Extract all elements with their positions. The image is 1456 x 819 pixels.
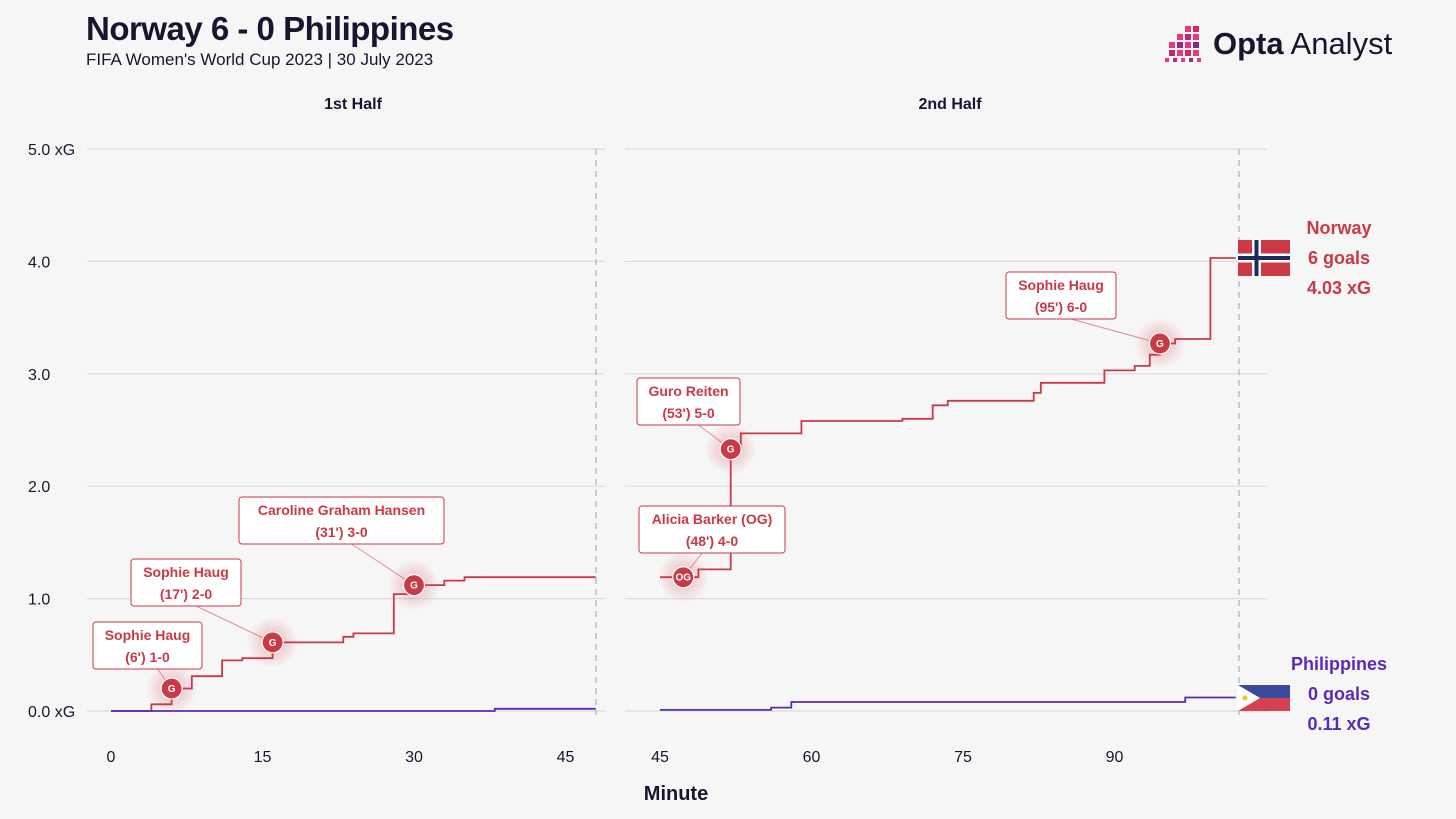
goal-marker	[1148, 332, 1172, 355]
chart-title: Norway 6 - 0 Philippines	[86, 10, 454, 47]
logo-wordmark: Opta Analyst	[1213, 26, 1393, 61]
goal-annotation-text: (48') 4-0	[686, 533, 739, 549]
panel-title-2: 2nd Half	[918, 96, 982, 113]
chart-subtitle: FIFA Women's World Cup 2023 | 30 July 20…	[86, 50, 434, 69]
goal-annotation-text: Sophie Haug	[143, 564, 229, 580]
goal-annotation-text: Sophie Haug	[105, 627, 191, 643]
x-tick-label: 30	[405, 749, 423, 766]
y-tick-label: 0.0 xG	[28, 704, 75, 721]
x-tick-label: 0	[107, 749, 116, 766]
goal-annotation-text: Sophie Haug	[1018, 277, 1104, 293]
y-tick-label: 5.0 xG	[28, 142, 75, 159]
goal-annotation-text: Alicia Barker (OG)	[652, 511, 773, 527]
legend-norway-xg-text: 4.03 xG	[1307, 278, 1371, 298]
philippines-flag	[1238, 685, 1290, 711]
x-tick-label: 60	[803, 749, 821, 766]
goal-annotation-text: (6') 1-0	[125, 649, 170, 665]
goal-annotation-text: Caroline Graham Hansen	[258, 502, 425, 518]
philippines-xg-line	[111, 707, 596, 712]
goal-annotation-text: (95') 6-0	[1035, 299, 1088, 315]
goal-annotation-box	[92, 621, 203, 670]
opta-logo-icon	[1165, 26, 1201, 62]
goal-annotation-text: Guro Reiten	[648, 383, 728, 399]
legend-philippines-team: Philippines	[1291, 654, 1387, 674]
y-tick-label: 4.0	[28, 254, 50, 271]
x-tick-label: 15	[254, 749, 272, 766]
goal-annotation-box	[130, 558, 242, 607]
legend-philippines-goals-text: 0 goals	[1308, 684, 1370, 704]
panel-title-1: 1st Half	[324, 96, 382, 113]
goal-annotation-box	[1005, 271, 1117, 320]
goal-marker	[672, 566, 695, 589]
goal-annotation-box	[638, 505, 786, 554]
x-tick-label: 90	[1106, 749, 1124, 766]
goal-marker-label: G	[1156, 339, 1164, 350]
y-tick-label: 3.0	[28, 367, 50, 384]
y-tick-label: 2.0	[28, 479, 50, 496]
goal-marker	[261, 631, 284, 654]
goal-annotation-box	[636, 377, 741, 426]
goal-marker-label: OG	[675, 573, 691, 584]
goal-marker	[719, 438, 742, 461]
goal-annotation-text: (17') 2-0	[160, 586, 213, 602]
legend-norway-team: Norway	[1306, 218, 1371, 238]
goal-annotation-text: (31') 3-0	[315, 524, 368, 540]
goal-annotation-text: (53') 5-0	[662, 405, 715, 421]
goal-annotation-box	[238, 496, 445, 545]
norway-flag	[1238, 240, 1290, 276]
goal-marker	[402, 574, 426, 597]
goal-marker	[160, 677, 183, 700]
x-tick-label: 75	[954, 749, 972, 766]
goal-marker-label: G	[168, 684, 176, 695]
goal-marker-label: G	[727, 445, 735, 456]
philippines-xg-line	[660, 696, 1236, 711]
goal-marker-label: G	[410, 581, 418, 592]
opta-analyst-logo: Opta Analyst	[1163, 24, 1393, 66]
legend-philippines-xg-text: 0.11 xG	[1307, 714, 1370, 734]
x-tick-label: 45	[651, 749, 669, 766]
y-tick-label: 1.0	[28, 592, 50, 609]
legend-norway-goals-text: 6 goals	[1308, 248, 1370, 268]
goal-marker-label: G	[269, 638, 277, 649]
x-tick-label: 45	[557, 749, 575, 766]
x-axis-label: Minute	[644, 783, 708, 805]
